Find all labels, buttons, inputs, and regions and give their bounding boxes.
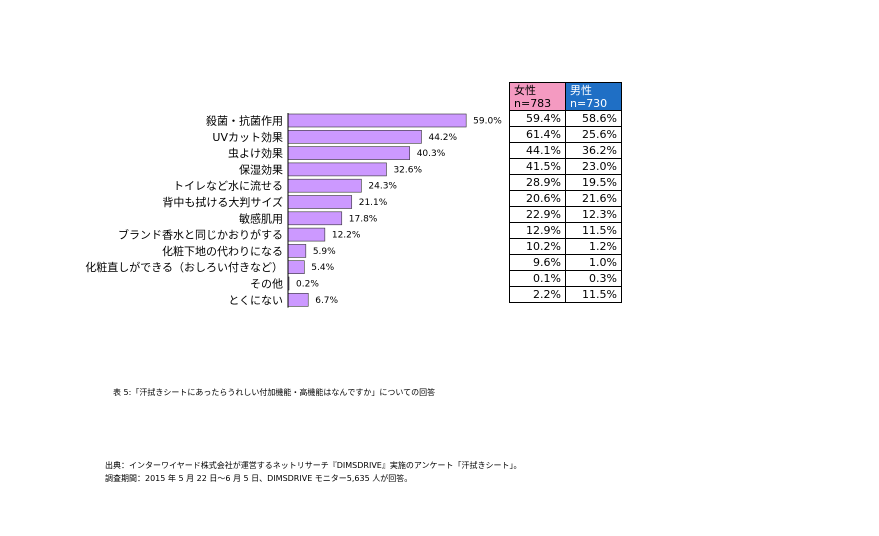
category-label: トイレなど水に流せる	[173, 179, 283, 193]
male-value: 11.5%	[565, 286, 622, 303]
category-label: 虫よけ効果	[228, 146, 283, 160]
table-row: 10.2% 1.2%	[509, 238, 622, 255]
female-value: 59.4%	[509, 110, 566, 127]
male-value: 58.6%	[565, 110, 622, 127]
female-value: 28.9%	[509, 174, 566, 191]
female-value: 41.5%	[509, 158, 566, 175]
bar-value-label: 0.2%	[296, 280, 319, 290]
male-value: 1.2%	[565, 238, 622, 255]
bar	[287, 211, 343, 226]
bar	[287, 195, 353, 209]
bar-value-label: 24.3%	[368, 182, 397, 192]
female-value: 61.4%	[509, 126, 566, 143]
table-row: 12.9% 11.5%	[509, 222, 622, 239]
male-value: 12.3%	[565, 206, 622, 223]
category-label: 背中も拭ける大判サイズ	[162, 195, 283, 209]
bar-value-label: 5.9%	[313, 247, 336, 257]
female-value: 10.2%	[509, 238, 566, 255]
male-label: 男性	[570, 84, 592, 97]
male-n: n=730	[570, 97, 608, 110]
female-value: 22.9%	[509, 206, 566, 223]
female-header: 女性 n=783	[509, 82, 566, 111]
bar	[287, 130, 422, 144]
female-value: 20.6%	[509, 190, 566, 207]
table-row: 9.6% 1.0%	[509, 254, 622, 271]
male-value: 36.2%	[565, 142, 622, 159]
bar	[287, 292, 309, 307]
table-row: 2.2% 11.5%	[509, 286, 622, 303]
male-value: 21.6%	[565, 190, 622, 207]
category-label: 化粧直しができる（おしろい付きなど）	[85, 260, 283, 274]
table-row: 44.1% 36.2%	[509, 142, 622, 159]
category-label: 殺菌・抗菌作用	[206, 114, 283, 128]
category-label: 保湿効果	[239, 162, 283, 176]
category-label: UVカット効果	[212, 130, 283, 144]
bar	[287, 260, 305, 275]
female-value: 12.9%	[509, 222, 566, 239]
table-row: 0.1% 0.3%	[509, 270, 622, 287]
bar	[287, 162, 387, 177]
male-value: 11.5%	[565, 222, 622, 239]
female-value: 0.1%	[509, 270, 566, 287]
table-row: 61.4% 25.6%	[509, 126, 622, 143]
male-value: 25.6%	[565, 126, 622, 143]
source-note: 出典：インターワイヤード株式会社が運営するネットリサーチ『DIMSDRIVE』実…	[105, 461, 522, 470]
female-value: 44.1%	[509, 142, 566, 159]
female-value: 2.2%	[509, 286, 566, 303]
female-value: 9.6%	[509, 254, 566, 271]
bar	[287, 178, 362, 193]
chart-caption: 表 5:「汗拭きシートにあったらうれしい付加機能・高機能はなんですか」についての…	[113, 388, 436, 397]
category-label: 化粧下地の代わりになる	[162, 244, 283, 258]
female-label: 女性	[514, 84, 536, 97]
bar	[287, 227, 326, 242]
bar-value-label: 21.1%	[359, 198, 388, 208]
bar-value-label: 5.4%	[311, 263, 334, 273]
bar	[287, 146, 411, 160]
bar-value-label: 6.7%	[315, 296, 338, 306]
table-row: 59.4% 58.6%	[509, 110, 622, 127]
gender-breakdown-table: 女性 n=783 男性 n=730 59.4% 58.6% 61.4% 25.6% 44…	[509, 82, 622, 303]
category-label: 敏感肌用	[239, 211, 283, 225]
male-value: 0.3%	[565, 270, 622, 287]
table-row: 41.5% 23.0%	[509, 158, 622, 175]
bar-value-label: 12.2%	[332, 231, 361, 241]
bar-value-label: 44.2%	[428, 133, 457, 143]
category-label: ブランド香水と同じかおりがする	[118, 228, 283, 242]
male-value: 23.0%	[565, 158, 622, 175]
category-label: とくにない	[228, 294, 283, 307]
category-label: その他	[250, 278, 283, 291]
bar-value-label: 32.6%	[393, 165, 422, 175]
female-n: n=783	[514, 97, 552, 110]
bar-value-label: 40.3%	[417, 149, 446, 159]
male-value: 1.0%	[565, 254, 622, 271]
bar-value-label: 17.8%	[349, 214, 378, 224]
table-row: 28.9% 19.5%	[509, 174, 622, 191]
survey-period: 調査期間：2015 年 5 月 22 日～6 月 5 日、DIMSDRIVE モ…	[105, 474, 413, 483]
male-header: 男性 n=730	[565, 82, 622, 111]
bar	[287, 244, 307, 258]
table-row: 20.6% 21.6%	[509, 190, 622, 207]
male-value: 19.5%	[565, 174, 622, 191]
bar-value-label: 59.0%	[473, 117, 502, 127]
bar	[287, 113, 467, 128]
table-row: 22.9% 12.3%	[509, 206, 622, 223]
